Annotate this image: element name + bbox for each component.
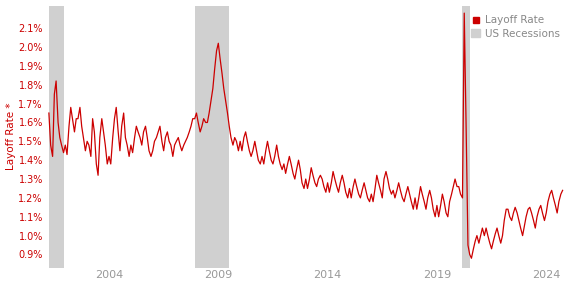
Bar bbox=[49, 5, 64, 268]
Bar bbox=[462, 5, 470, 268]
Legend: Layoff Rate, US Recessions: Layoff Rate, US Recessions bbox=[469, 13, 562, 41]
Y-axis label: Layoff Rate *: Layoff Rate * bbox=[6, 103, 16, 170]
Bar bbox=[195, 5, 229, 268]
